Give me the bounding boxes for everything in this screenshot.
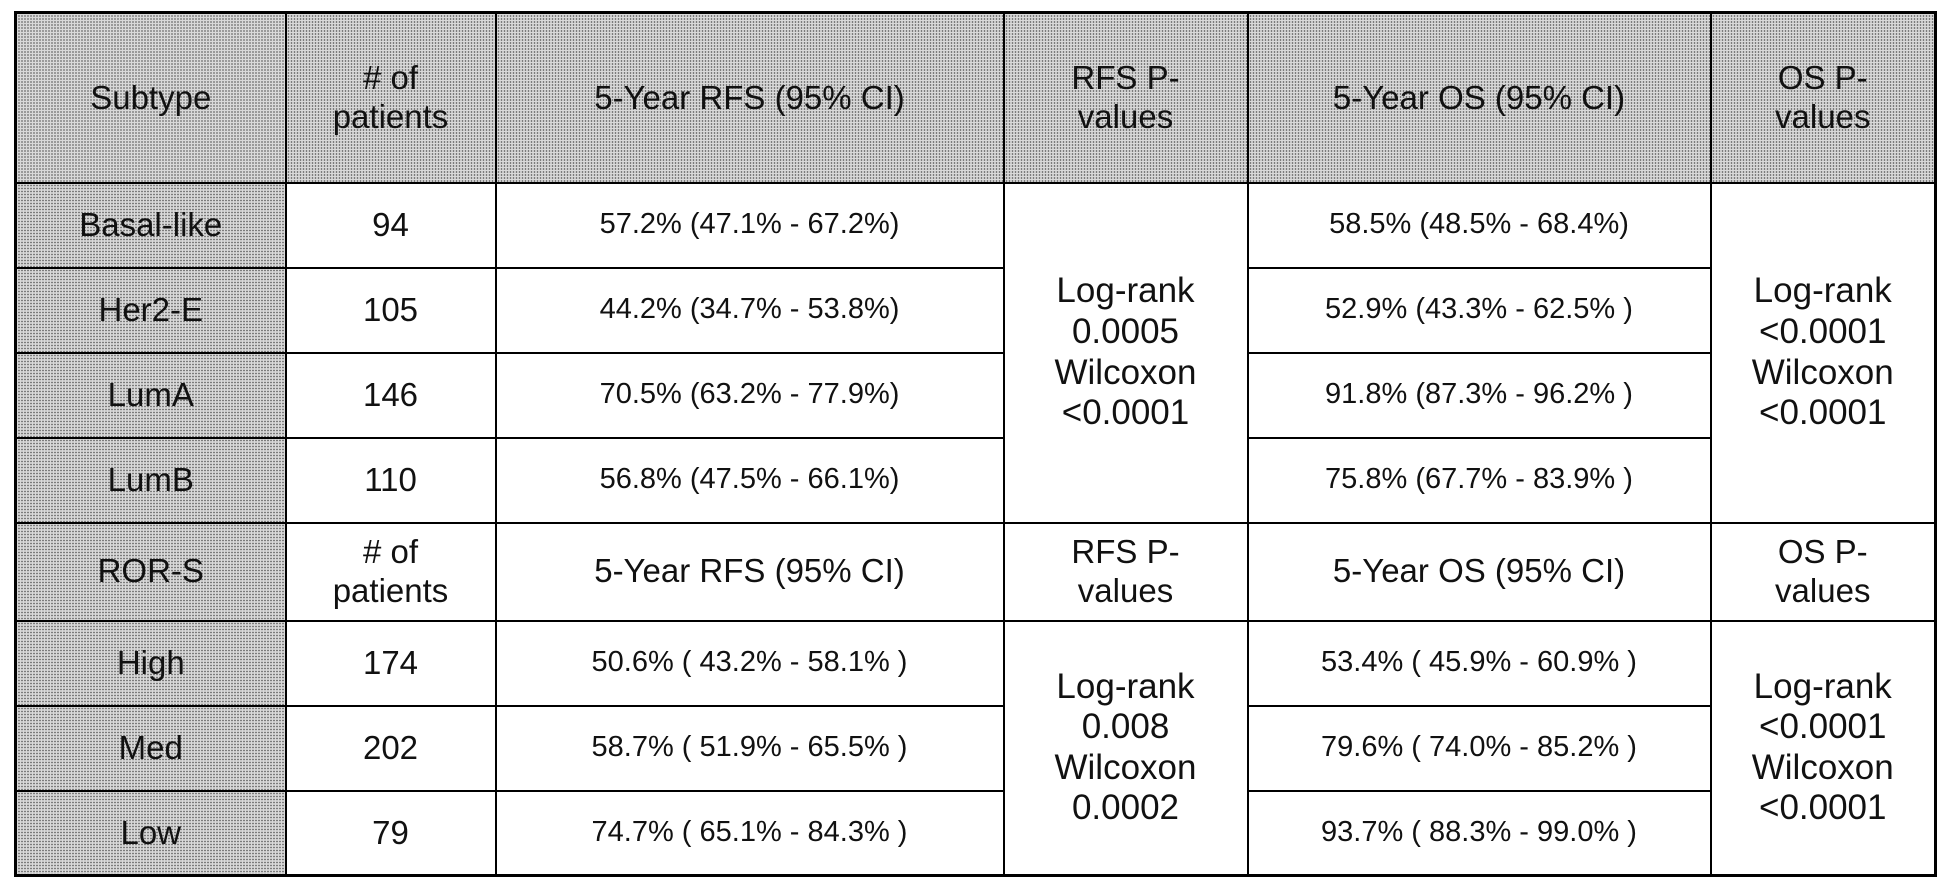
row-patients: 202 [286,706,496,791]
header-os-p: OS P- values [1711,13,1936,183]
header-os: 5-Year OS (95% CI) [1248,523,1711,621]
row-label: Med [16,706,286,791]
header-rfs-p-line2: values [1078,98,1173,135]
row-label: Her2-E [16,268,286,353]
header-os: 5-Year OS (95% CI) [1248,13,1711,183]
row-rfs: 50.6% ( 43.2% - 58.1% ) [496,621,1004,706]
row-label: LumA [16,353,286,438]
row-patients: 79 [286,791,496,876]
header-rfs-p-line1: RFS P- [1071,533,1179,570]
rfs-p-value1: 0.0005 [1011,312,1241,353]
header-patients-line1: # of [363,533,418,570]
row-os: 53.4% ( 45.9% - 60.9% ) [1248,621,1711,706]
rfs-p-value2: 0.0002 [1011,788,1241,829]
header-rfs-p-line2: values [1078,572,1173,609]
os-p-value1: <0.0001 [1718,707,1929,748]
header-os-p-line2: values [1775,572,1870,609]
row-rfs: 70.5% (63.2% - 77.9%) [496,353,1004,438]
table-row: High 174 50.6% ( 43.2% - 58.1% ) Log-ran… [16,621,1936,706]
header-os-p-line1: OS P- [1778,59,1868,96]
header-subtype: Subtype [16,13,286,183]
row-rfs: 44.2% (34.7% - 53.8%) [496,268,1004,353]
row-rfs: 58.7% ( 51.9% - 65.5% ) [496,706,1004,791]
rfs-p-test1: Log-rank [1011,667,1241,708]
os-p-value2: <0.0001 [1718,788,1929,829]
row-label: Low [16,791,286,876]
survival-table: Subtype # of patients 5-Year RFS (95% CI… [14,11,1937,877]
header-patients-line2: patients [333,572,449,609]
ror-header-row: ROR-S # of patients 5-Year RFS (95% CI) … [16,523,1936,621]
row-label: Basal-like [16,183,286,268]
header-os-p-line2: values [1775,98,1870,135]
header-row: Subtype # of patients 5-Year RFS (95% CI… [16,13,1936,183]
rfs-p-values: Log-rank 0.0005 Wilcoxon <0.0001 [1004,183,1248,523]
row-os: 91.8% (87.3% - 96.2% ) [1248,353,1711,438]
row-rfs: 57.2% (47.1% - 67.2%) [496,183,1004,268]
row-rfs: 56.8% (47.5% - 66.1%) [496,438,1004,523]
rfs-p-test1: Log-rank [1011,271,1241,312]
header-ror-s: ROR-S [16,523,286,621]
row-os: 79.6% ( 74.0% - 85.2% ) [1248,706,1711,791]
rfs-p-value1: 0.008 [1011,707,1241,748]
os-p-values: Log-rank <0.0001 Wilcoxon <0.0001 [1711,183,1936,523]
header-patients: # of patients [286,523,496,621]
row-patients: 94 [286,183,496,268]
row-patients: 110 [286,438,496,523]
row-label: LumB [16,438,286,523]
header-patients-line2: patients [333,98,449,135]
table-row: Med 202 58.7% ( 51.9% - 65.5% ) 79.6% ( … [16,706,1936,791]
header-rfs-p-line1: RFS P- [1071,59,1179,96]
table-row: LumA 146 70.5% (63.2% - 77.9%) 91.8% (87… [16,353,1936,438]
row-os: 52.9% (43.3% - 62.5% ) [1248,268,1711,353]
table-row: Basal-like 94 57.2% (47.1% - 67.2%) Log-… [16,183,1936,268]
row-patients: 174 [286,621,496,706]
header-rfs: 5-Year RFS (95% CI) [496,13,1004,183]
os-p-value1: <0.0001 [1718,312,1929,353]
os-p-test2: Wilcoxon [1718,353,1929,394]
row-patients: 146 [286,353,496,438]
header-patients-line1: # of [363,59,418,96]
row-os: 58.5% (48.5% - 68.4%) [1248,183,1711,268]
table-row: LumB 110 56.8% (47.5% - 66.1%) 75.8% (67… [16,438,1936,523]
row-label: High [16,621,286,706]
header-patients: # of patients [286,13,496,183]
os-p-test1: Log-rank [1718,271,1929,312]
header-rfs-p: RFS P- values [1004,523,1248,621]
os-p-values: Log-rank <0.0001 Wilcoxon <0.0001 [1711,621,1936,876]
row-rfs: 74.7% ( 65.1% - 84.3% ) [496,791,1004,876]
row-os: 93.7% ( 88.3% - 99.0% ) [1248,791,1711,876]
header-rfs: 5-Year RFS (95% CI) [496,523,1004,621]
os-p-value2: <0.0001 [1718,393,1929,434]
rfs-p-test2: Wilcoxon [1011,748,1241,789]
row-os: 75.8% (67.7% - 83.9% ) [1248,438,1711,523]
row-patients: 105 [286,268,496,353]
rfs-p-test2: Wilcoxon [1011,353,1241,394]
header-os-p: OS P- values [1711,523,1936,621]
os-p-test1: Log-rank [1718,667,1929,708]
os-p-test2: Wilcoxon [1718,748,1929,789]
table-row: Low 79 74.7% ( 65.1% - 84.3% ) 93.7% ( 8… [16,791,1936,876]
table-row: Her2-E 105 44.2% (34.7% - 53.8%) 52.9% (… [16,268,1936,353]
header-rfs-p: RFS P- values [1004,13,1248,183]
rfs-p-values: Log-rank 0.008 Wilcoxon 0.0002 [1004,621,1248,876]
header-os-p-line1: OS P- [1778,533,1868,570]
rfs-p-value2: <0.0001 [1011,393,1241,434]
